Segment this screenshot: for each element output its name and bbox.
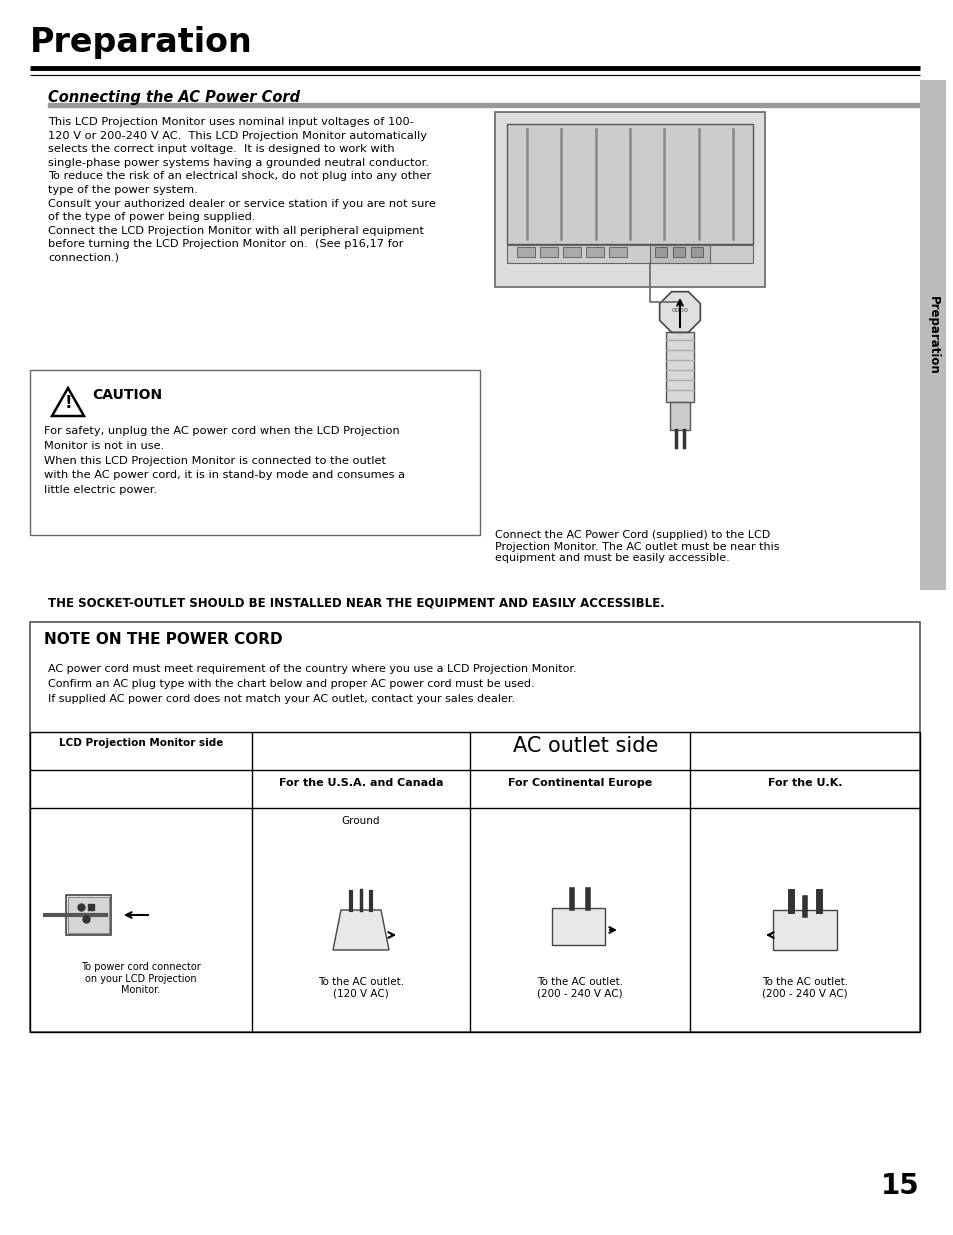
Text: Preparation: Preparation — [30, 26, 253, 59]
Text: To the AC outlet.
(120 V AC): To the AC outlet. (120 V AC) — [317, 977, 404, 999]
Text: For Continental Europe: For Continental Europe — [507, 778, 652, 788]
Text: Connect the AC Power Cord (supplied) to the LCD
Projection Monitor. The AC outle: Connect the AC Power Cord (supplied) to … — [495, 530, 779, 563]
Bar — [30, 370, 479, 535]
Bar — [672, 247, 684, 257]
Text: AC outlet side: AC outlet side — [513, 736, 658, 756]
Text: To the AC outlet.
(200 - 240 V AC): To the AC outlet. (200 - 240 V AC) — [761, 977, 847, 999]
Polygon shape — [333, 910, 389, 950]
Bar — [608, 247, 626, 257]
Bar — [506, 124, 752, 245]
Bar — [68, 897, 109, 932]
Bar — [690, 247, 702, 257]
Text: For safety, unplug the AC power cord when the LCD Projection
Monitor is not in u: For safety, unplug the AC power cord whe… — [44, 426, 405, 495]
Polygon shape — [659, 291, 700, 332]
Bar — [649, 245, 709, 263]
Text: Connecting the AC Power Cord: Connecting the AC Power Cord — [48, 90, 300, 105]
Text: For the U.S.A. and Canada: For the U.S.A. and Canada — [278, 778, 443, 788]
Text: 15: 15 — [881, 1172, 919, 1200]
Text: Preparation: Preparation — [925, 295, 939, 374]
Text: Ground: Ground — [341, 816, 380, 826]
Bar — [665, 332, 693, 403]
Text: NOTE ON THE POWER CORD: NOTE ON THE POWER CORD — [44, 632, 282, 647]
Polygon shape — [52, 388, 84, 416]
Text: THE SOCKET-OUTLET SHOULD BE INSTALLED NEAR THE EQUIPMENT AND EASILY ACCESSIBLE.: THE SOCKET-OUTLET SHOULD BE INSTALLED NE… — [48, 597, 664, 610]
Bar — [562, 247, 580, 257]
Text: To power cord connector
on your LCD Projection
Monitor.: To power cord connector on your LCD Proj… — [81, 962, 201, 995]
Text: This LCD Projection Monitor uses nominal input voltages of 100-
120 V or 200-240: This LCD Projection Monitor uses nominal… — [48, 117, 436, 263]
Bar — [495, 112, 764, 287]
Bar — [539, 247, 558, 257]
Bar — [66, 895, 111, 935]
Bar — [517, 247, 535, 257]
Text: !: ! — [64, 394, 71, 412]
Text: oooo: oooo — [671, 308, 688, 312]
Bar — [655, 247, 666, 257]
Text: AC power cord must meet requirement of the country where you use a LCD Projectio: AC power cord must meet requirement of t… — [48, 664, 576, 704]
Text: For the U.K.: For the U.K. — [767, 778, 841, 788]
Text: LCD Projection Monitor side: LCD Projection Monitor side — [59, 739, 223, 748]
Bar — [506, 245, 752, 263]
Bar — [30, 622, 919, 1032]
Text: To the AC outlet.
(200 - 240 V AC): To the AC outlet. (200 - 240 V AC) — [537, 977, 622, 999]
Text: CAUTION: CAUTION — [91, 388, 162, 403]
Bar — [919, 80, 945, 590]
Polygon shape — [772, 910, 836, 950]
Bar — [669, 403, 689, 430]
Bar — [585, 247, 603, 257]
Polygon shape — [552, 908, 604, 945]
